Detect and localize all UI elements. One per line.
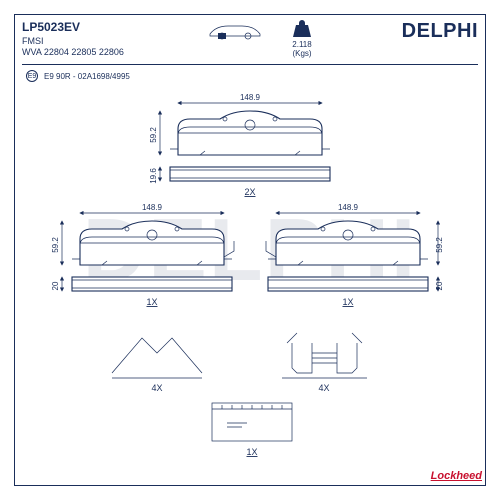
pad-ml-thick: 20 [51, 281, 60, 290]
car-icon [208, 20, 262, 40]
weight-block: 2.118 (Kgs) [282, 20, 322, 58]
pad-top-qty: 2X [244, 187, 255, 197]
footer-brand: Lockheed [431, 470, 482, 482]
pad-top-height: 59.2 [149, 127, 158, 143]
pad-ml-height: 59.2 [51, 237, 60, 253]
pad-top-side: 19.6 2X [149, 167, 330, 197]
hardware-spring: 4X [112, 338, 202, 393]
cert-text: E9 90R - 02A1698/4995 [44, 72, 130, 81]
spring-qty: 4X [151, 383, 162, 393]
pad-ml-width: 148.9 [142, 203, 163, 212]
packet-qty: 1X [246, 447, 257, 457]
hardware-packet: 1X [212, 403, 292, 457]
header-rule [22, 64, 478, 65]
pad-top-thick: 19.6 [149, 168, 158, 184]
brand-logo: DELPHI [402, 20, 478, 43]
pad-ml-qty: 1X [146, 297, 157, 307]
pad-mid-left-side: 20 1X [51, 277, 232, 307]
pad-mr-width: 148.9 [338, 203, 359, 212]
pad-mr-height: 59.2 [435, 237, 444, 253]
pad-top-width: 148.9 [240, 93, 261, 102]
weight-value: 2.118 (Kgs) [282, 40, 322, 58]
pad-mr-thick: 20 [435, 281, 444, 290]
pad-mid-right-side: 20 1X [268, 277, 444, 307]
header: LP5023EV FMSI WVA 22804 22805 22806 2.11… [22, 20, 478, 64]
wva-codes: WVA 22804 22805 22806 [22, 47, 478, 57]
pad-mr-qty: 1X [342, 297, 353, 307]
cert-mark-icon: E9 [26, 70, 38, 82]
cert-row: E9 E9 90R - 02A1698/4995 [26, 70, 130, 82]
weight-icon [292, 20, 312, 38]
pad-top: 148.9 59.2 [149, 93, 330, 155]
hardware-clip: 4X [282, 333, 367, 393]
drawing-content: 148.9 59.2 19.6 2X 148.9 59.2 20 1X 148.… [22, 88, 478, 478]
pad-mid-right: 148.9 59.2 [266, 203, 444, 265]
clip-qty: 4X [318, 383, 329, 393]
pad-mid-left: 148.9 59.2 [51, 203, 234, 265]
